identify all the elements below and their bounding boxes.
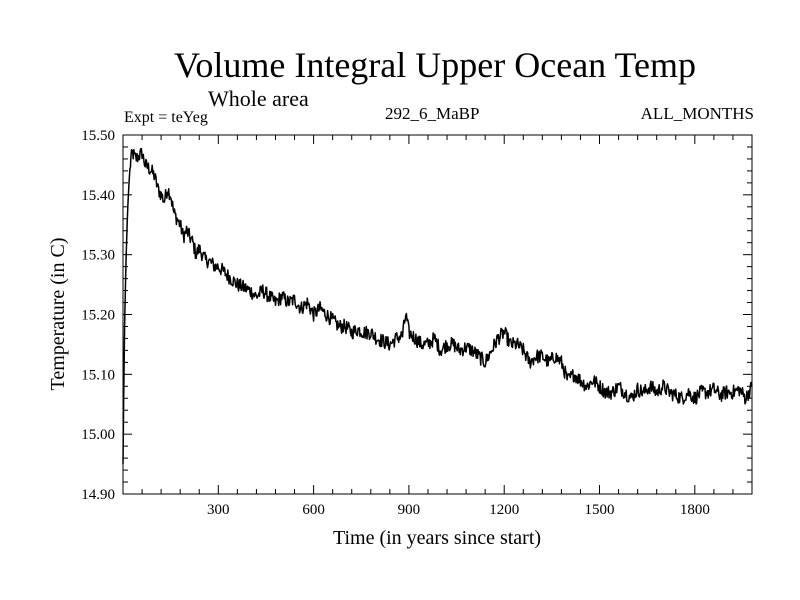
x-tick-label: 1800 <box>680 502 710 518</box>
y-tick-label: 15.10 <box>81 367 115 383</box>
x-axis-ticks: 300 600 900 1200 1500 1800 <box>141 135 734 518</box>
plot-frame <box>122 134 753 495</box>
chart-title: Volume Integral Upper Ocean Temp <box>174 45 696 85</box>
months-label: ALL_MONTHS <box>640 104 754 123</box>
x-tick-label: 300 <box>207 502 230 518</box>
x-tick-label: 1500 <box>585 502 615 518</box>
y-tick-label: 14.90 <box>81 487 115 503</box>
y-axis-label: Temperature (in C) <box>47 238 69 391</box>
x-tick-label: 1200 <box>489 502 519 518</box>
run-label: 292_6_MaBP <box>385 104 480 123</box>
y-tick-label: 15.50 <box>81 128 115 144</box>
y-tick-label: 15.00 <box>81 427 115 443</box>
y-tick-label: 15.20 <box>81 308 115 324</box>
y-axis-ticks: 14.90 15.00 15.10 15.20 15.30 15.40 15.50 <box>81 128 752 503</box>
y-tick-label: 15.40 <box>81 188 115 204</box>
x-tick-label: 900 <box>398 502 421 518</box>
experiment-label: Expt = teYeg <box>124 109 208 126</box>
chart-subtitle: Whole area <box>208 86 309 111</box>
y-tick-label: 15.30 <box>81 248 115 264</box>
x-axis-label: Time (in years since start) <box>333 527 541 549</box>
series-line-teYeg <box>122 147 753 465</box>
x-tick-label: 600 <box>302 502 325 518</box>
